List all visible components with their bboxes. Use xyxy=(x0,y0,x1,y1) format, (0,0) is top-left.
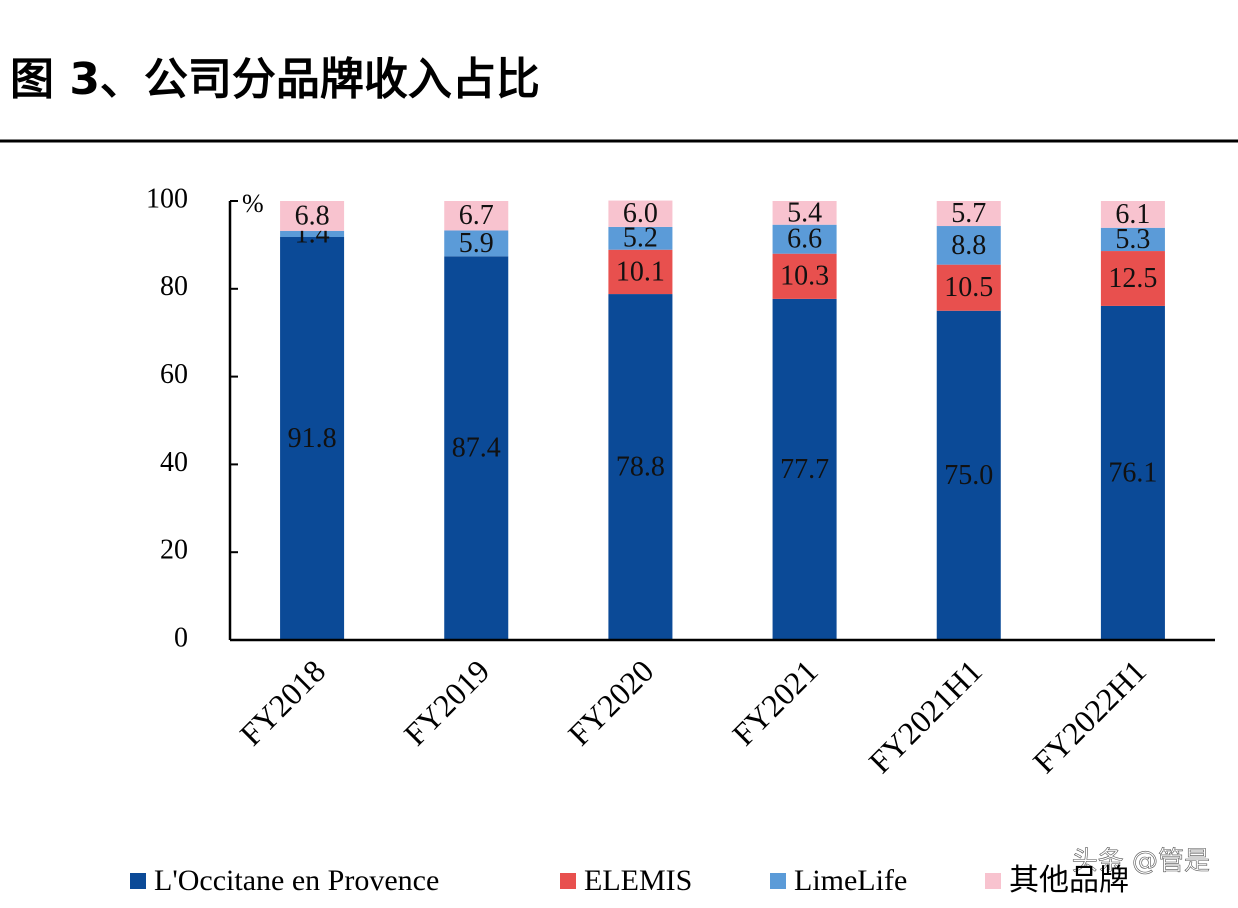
watermark: 头条 @管是 xyxy=(1072,847,1210,877)
bar-segment xyxy=(608,200,673,227)
legend-label: LimeLife xyxy=(794,864,907,897)
legend-swatch xyxy=(985,873,1001,889)
data-label: 5.9 xyxy=(459,228,494,259)
bar-segment xyxy=(608,226,673,250)
legend-swatch xyxy=(560,873,576,889)
data-label: 6.7 xyxy=(459,200,494,231)
x-tick-label: FY2022H1 xyxy=(1026,653,1153,780)
bar-segment xyxy=(444,256,509,640)
legend-swatch xyxy=(130,873,146,889)
y-tick-label: 60 xyxy=(160,359,188,390)
x-tick-label: FY2021H1 xyxy=(862,653,989,780)
bar-segment xyxy=(772,298,837,640)
data-label: 12.5 xyxy=(1108,263,1157,294)
bar-segment xyxy=(608,294,673,640)
data-label: 6.8 xyxy=(295,200,330,231)
y-tick-label: 0 xyxy=(174,622,188,653)
x-tick-label: FY2021 xyxy=(725,653,825,753)
legend-label: 其他品牌 xyxy=(1009,864,1129,897)
bar-segment xyxy=(936,310,1001,640)
data-label: 6.1 xyxy=(1115,199,1150,230)
data-label: 77.7 xyxy=(780,454,829,485)
bar-segment xyxy=(936,264,1001,311)
bar-segment xyxy=(1100,227,1165,252)
data-label: 6.6 xyxy=(787,224,822,255)
bar-segment xyxy=(772,201,837,225)
chart-title: 图 3、公司分品牌收入占比 xyxy=(10,54,540,105)
y-tick-label: 80 xyxy=(160,271,188,302)
legend-label: ELEMIS xyxy=(584,864,692,897)
bar-segment xyxy=(1100,251,1165,306)
data-label: 10.3 xyxy=(780,261,829,292)
bar-segment xyxy=(936,226,1001,265)
data-label: 75.0 xyxy=(944,460,993,491)
bar-segment xyxy=(608,249,673,295)
legend-swatch xyxy=(770,873,786,889)
bar-segment xyxy=(444,230,509,257)
data-label: 5.7 xyxy=(951,198,986,229)
data-label: 8.8 xyxy=(951,230,986,261)
x-tick-label: FY2020 xyxy=(561,653,661,753)
data-label: 5.4 xyxy=(787,197,822,228)
data-label: 10.1 xyxy=(616,256,665,287)
bar-segment xyxy=(280,236,345,641)
bar-segment xyxy=(1100,201,1165,228)
bar-segment xyxy=(772,224,837,254)
data-label: 87.4 xyxy=(452,433,501,464)
x-tick-label: FY2019 xyxy=(397,653,497,753)
data-label: 5.2 xyxy=(623,223,658,254)
data-label: 91.8 xyxy=(288,423,337,454)
bar-segment xyxy=(936,201,1001,227)
bar-segment xyxy=(280,230,345,237)
data-label: 10.5 xyxy=(944,272,993,303)
y-tick-label: 20 xyxy=(160,535,188,566)
y-tick-label: 100 xyxy=(146,183,188,214)
data-label: 5.3 xyxy=(1115,224,1150,255)
unit-label: % xyxy=(242,189,264,218)
data-label: 76.1 xyxy=(1108,457,1157,488)
legend-label: L'Occitane en Provence xyxy=(154,864,439,897)
bar-segment xyxy=(444,201,509,231)
bar-segment xyxy=(1100,305,1165,640)
data-label: 6.0 xyxy=(623,198,658,229)
x-tick-label: FY2018 xyxy=(233,653,333,753)
bar-segment xyxy=(280,201,345,231)
data-label: 78.8 xyxy=(616,451,665,482)
bar-segment xyxy=(772,253,837,299)
y-tick-label: 40 xyxy=(160,447,188,478)
